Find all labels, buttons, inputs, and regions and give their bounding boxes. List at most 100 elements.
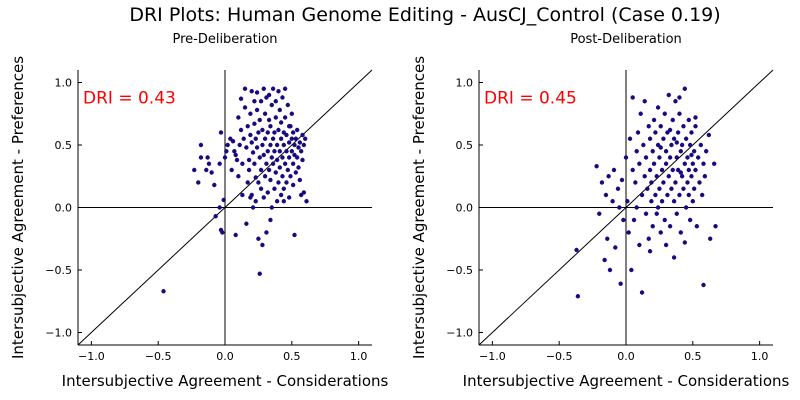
scatter-point bbox=[694, 224, 700, 229]
scatter-point bbox=[268, 124, 273, 129]
scatter-point bbox=[205, 155, 210, 160]
scatter-point bbox=[250, 205, 256, 210]
scatter-point bbox=[642, 174, 647, 179]
scatter-point bbox=[272, 186, 277, 191]
scatter-point bbox=[232, 149, 237, 154]
scatter-point bbox=[685, 155, 690, 160]
scatter-point bbox=[605, 236, 610, 241]
scatter-point bbox=[222, 155, 228, 160]
scatter-point bbox=[702, 174, 708, 179]
scatter-point bbox=[617, 205, 622, 210]
x-axis-label: Intersubjective Agreement - Consideratio… bbox=[62, 372, 389, 390]
scatter-point bbox=[238, 96, 244, 101]
scatter-point bbox=[659, 167, 665, 173]
scatter-point bbox=[663, 149, 669, 154]
scatter-point bbox=[647, 167, 653, 173]
scatter-point bbox=[647, 249, 653, 254]
scatter-point bbox=[300, 132, 305, 138]
scatter-point bbox=[268, 217, 273, 223]
scatter-point bbox=[270, 161, 276, 166]
scatter-point bbox=[701, 282, 706, 288]
scatter-point bbox=[650, 224, 655, 229]
scatter-point bbox=[258, 186, 264, 191]
scatter-point bbox=[677, 95, 682, 100]
scatter-point bbox=[233, 232, 238, 238]
scatter-point bbox=[221, 197, 226, 203]
scatter-point bbox=[658, 230, 663, 235]
scatter-point bbox=[266, 117, 272, 123]
scatter-point bbox=[301, 190, 307, 195]
scatter-point bbox=[229, 167, 234, 173]
scatter-point bbox=[650, 149, 655, 154]
scatter-point bbox=[277, 165, 282, 170]
figure-title: DRI Plots: Human Genome Editing - AusCJ_… bbox=[129, 4, 720, 26]
scatter-point bbox=[575, 294, 581, 299]
scatter-point bbox=[667, 127, 673, 133]
scatter-point bbox=[246, 157, 252, 163]
scatter-point bbox=[286, 195, 292, 200]
scatter-point bbox=[278, 120, 284, 125]
scatter-point bbox=[623, 155, 629, 160]
scatter-point bbox=[649, 180, 654, 185]
scatter-point bbox=[240, 161, 245, 166]
scatter-point bbox=[654, 174, 659, 179]
scatter-point bbox=[248, 111, 253, 116]
scatter-point bbox=[273, 115, 278, 120]
scatter-point bbox=[282, 86, 288, 91]
scatter-point bbox=[256, 236, 261, 241]
scatter-point bbox=[276, 127, 281, 133]
scatter-point bbox=[286, 124, 292, 129]
scatter-point bbox=[248, 195, 253, 200]
scatter-point bbox=[671, 199, 677, 204]
scatter-point bbox=[689, 130, 694, 135]
scatter-point bbox=[690, 199, 696, 204]
scatter-point bbox=[289, 149, 295, 154]
scatter-point bbox=[610, 199, 615, 204]
scatter-point bbox=[678, 170, 683, 175]
scatter-point bbox=[240, 192, 245, 198]
scatter-point bbox=[302, 136, 308, 141]
scatter-point bbox=[242, 86, 248, 91]
scatter-point bbox=[236, 115, 241, 120]
scatter-point bbox=[713, 224, 718, 229]
scatter-point bbox=[298, 149, 304, 154]
scatter-point bbox=[281, 186, 286, 191]
scatter-point bbox=[244, 145, 249, 150]
scatter-point bbox=[304, 199, 309, 204]
scatter-point bbox=[619, 177, 625, 183]
scatter-point bbox=[286, 155, 292, 160]
scatter-point bbox=[224, 149, 229, 154]
scatter-point bbox=[292, 142, 297, 148]
x-tick-label: 0.0 bbox=[617, 350, 635, 363]
dri-annotation: DRI = 0.43 bbox=[83, 89, 176, 109]
scatter-point bbox=[683, 205, 689, 210]
scatter-point bbox=[661, 136, 666, 141]
dri-annotation: DRI = 0.45 bbox=[484, 89, 577, 109]
scatter-point bbox=[161, 289, 166, 294]
scatter-point bbox=[253, 136, 258, 141]
scatter-point bbox=[665, 192, 670, 198]
scatter-point bbox=[655, 105, 661, 110]
scatter-point bbox=[698, 142, 704, 148]
scatter-point bbox=[269, 205, 274, 210]
scatter-point bbox=[634, 149, 639, 154]
scatter-point bbox=[674, 155, 679, 160]
scatter-point bbox=[707, 236, 713, 241]
scatter-point bbox=[266, 92, 272, 98]
scatter-point bbox=[277, 107, 282, 113]
scatter-point bbox=[260, 127, 265, 133]
scatter-point bbox=[278, 136, 284, 141]
scatter-point bbox=[294, 127, 300, 133]
scatter-point bbox=[671, 136, 677, 141]
scatter-point bbox=[647, 136, 653, 141]
panel-subtitle: Post-Deliberation bbox=[570, 32, 682, 47]
scatter-point bbox=[198, 155, 204, 160]
scatter-point bbox=[677, 192, 682, 198]
scatter-point bbox=[603, 192, 609, 198]
scatter-point bbox=[260, 242, 265, 248]
scatter-point bbox=[646, 236, 651, 241]
scatter-point bbox=[269, 155, 274, 160]
y-tick-label: 0.0 bbox=[456, 202, 474, 215]
scatter-point bbox=[209, 170, 214, 175]
scatter-point bbox=[673, 99, 678, 104]
